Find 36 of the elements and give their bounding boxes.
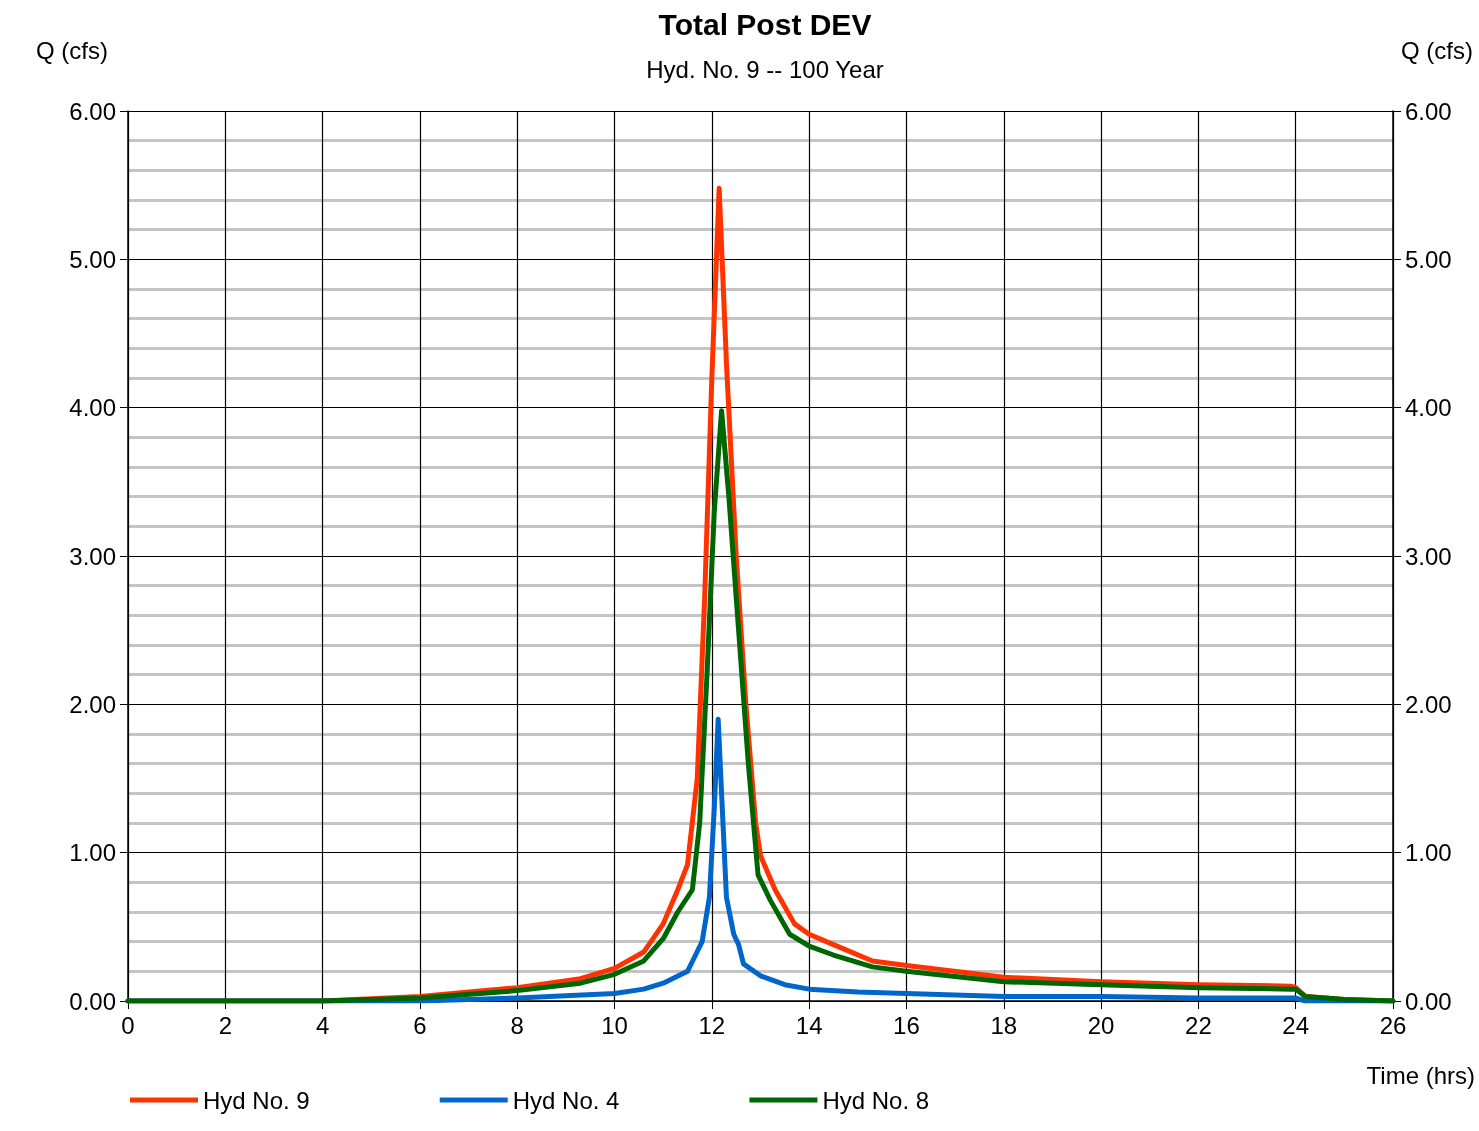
y-tick-label: 2.00 [69,690,116,718]
x-axis-title: Time (hrs) [1366,1061,1475,1089]
y-tick-label: 3.00 [69,542,116,570]
chart-title: Total Post DEV [658,7,872,41]
x-tick-label: 18 [990,1011,1018,1039]
x-tick-label: 6 [413,1011,427,1039]
y2-tick-label: 6.00 [1405,97,1452,125]
chart-subtitle: Hyd. No. 9 -- 100 Year [646,55,884,83]
y-tick-label: 0.00 [69,987,116,1015]
x-tick-label: 26 [1379,1011,1407,1039]
y2-tick-label: 0.00 [1405,987,1452,1015]
y2-tick-label: 2.00 [1405,690,1452,718]
x-tick-label: 4 [315,1011,330,1039]
y2-axis-title: Q (cfs) [1401,36,1474,64]
y2-tick-label: 4.00 [1405,394,1452,422]
legend-label: Hyd No. 4 [512,1086,620,1114]
y-tick-label: 6.00 [69,97,116,125]
x-tick-label: 22 [1185,1011,1212,1039]
x-tick-label: 0 [121,1011,135,1039]
x-tick-label: 2 [218,1011,232,1039]
y-axis-title: Q (cfs) [36,36,108,64]
y2-tick-label: 1.00 [1405,839,1452,867]
x-tick-label: 16 [893,1011,920,1039]
x-tick-label: 12 [698,1011,726,1039]
y-tick-label: 4.00 [69,394,116,422]
legend-label: Hyd No. 9 [203,1086,310,1114]
x-tick-label: 24 [1282,1011,1310,1039]
x-tick-label: 20 [1087,1011,1115,1039]
x-tick-label: 8 [510,1011,524,1039]
y2-tick-label: 3.00 [1405,542,1452,570]
x-tick-label: 14 [795,1011,823,1039]
y2-tick-label: 5.00 [1405,245,1452,273]
y-tick-label: 5.00 [69,245,116,273]
legend-label: Hyd No. 8 [822,1086,930,1114]
y-tick-label: 1.00 [69,839,116,867]
x-tick-label: 10 [601,1011,628,1039]
